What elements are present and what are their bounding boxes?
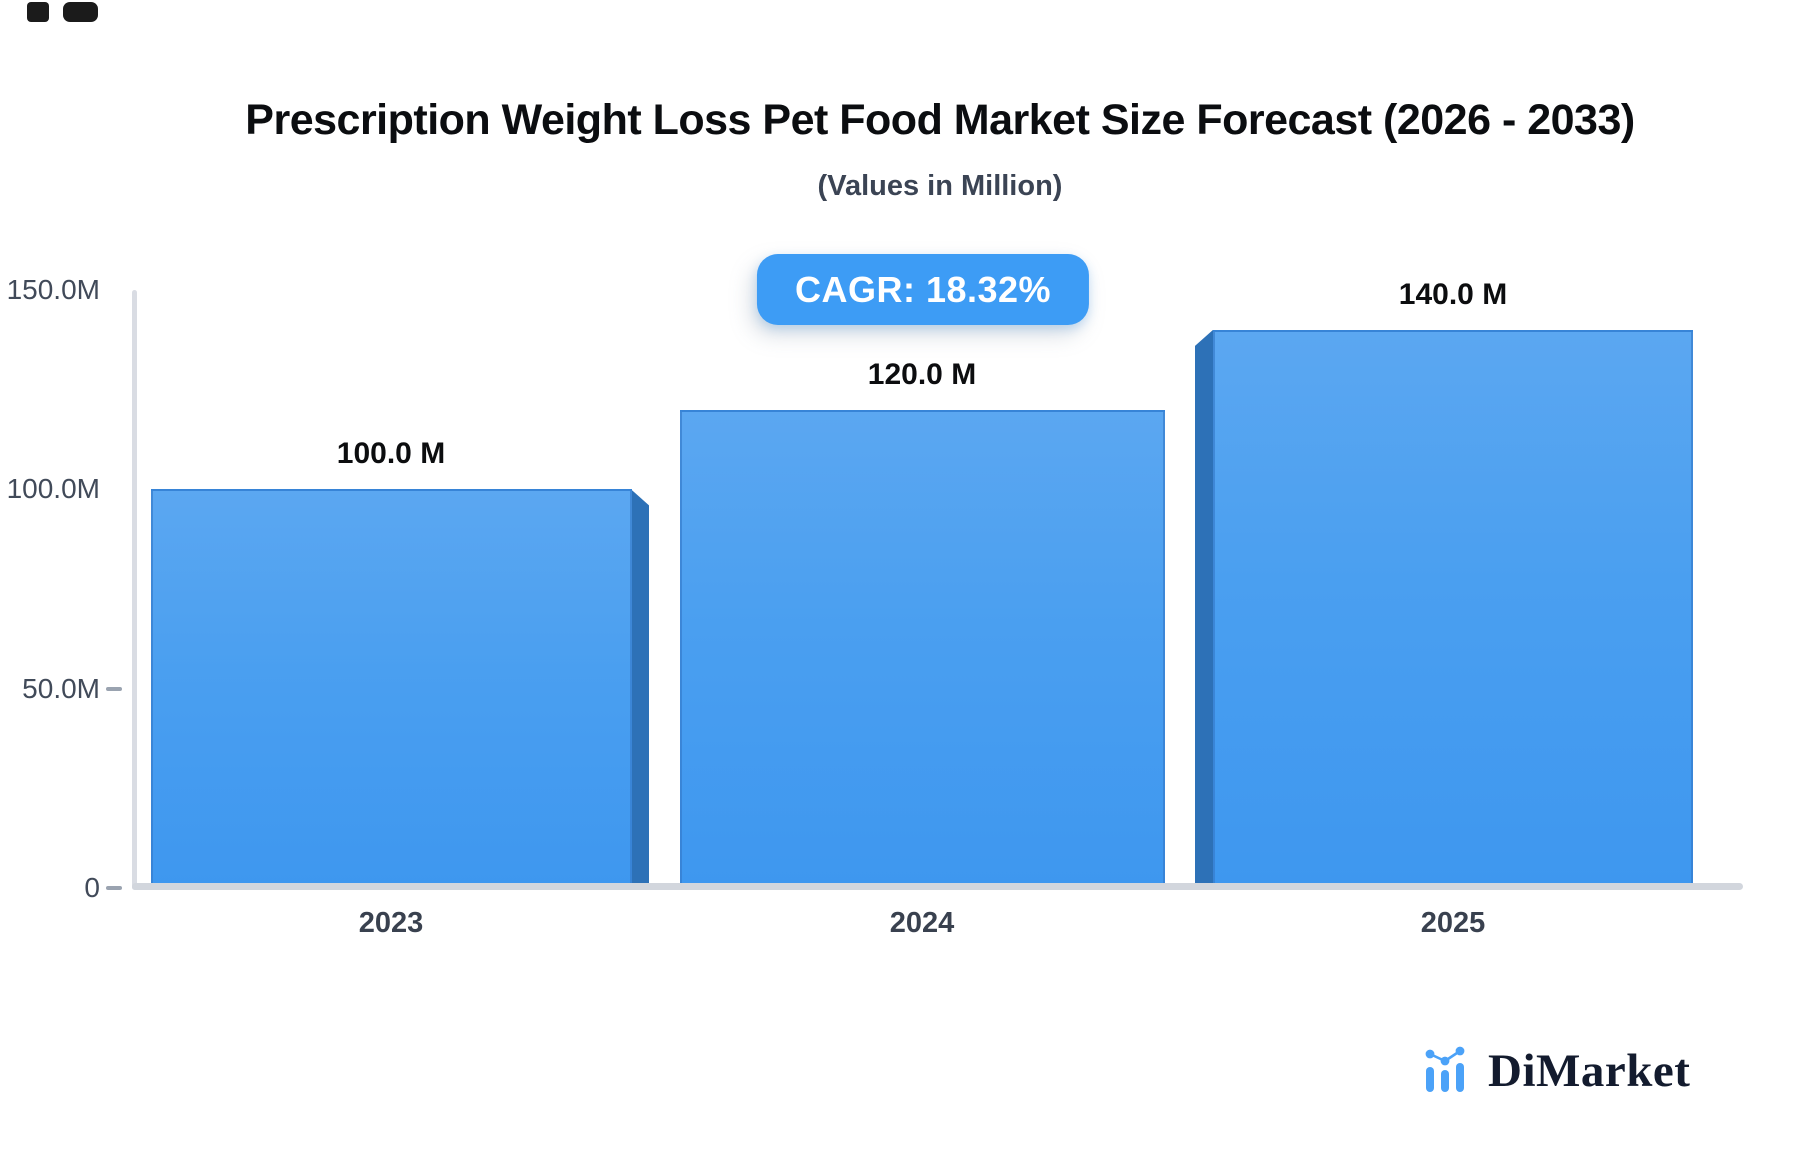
x-axis-label-2023: 2023 — [358, 907, 424, 939]
brand-name: DiMarket — [1488, 1045, 1691, 1097]
x-axis-label-2024: 2024 — [889, 907, 955, 939]
bar-2025-side-face — [1195, 329, 1213, 888]
y-axis-tick-label: 150.0M — [6, 274, 100, 305]
x-axis-baseline — [132, 883, 1743, 890]
bar-value-label: 140.0 M — [1398, 277, 1508, 311]
cropped-ui-artifact — [63, 2, 98, 22]
bar-2023 — [151, 489, 632, 888]
chart-title: Prescription Weight Loss Pet Food Market… — [245, 96, 1635, 144]
y-axis-tick-label: 100.0M — [6, 473, 100, 505]
bar-value-label: 100.0 M — [336, 437, 446, 471]
y-axis-line — [132, 290, 137, 890]
y-axis-tick-mark — [106, 686, 122, 691]
bar-2023-side-face — [631, 489, 649, 888]
bar-line-chart-logo-icon — [1425, 1046, 1465, 1092]
bar-2024 — [680, 409, 1165, 888]
cagr-badge: CAGR: 18.32% — [756, 254, 1090, 325]
cropped-ui-artifact — [27, 2, 49, 22]
y-axis-tick-label: 50.0M — [22, 672, 100, 704]
x-axis-label-2025: 2025 — [1420, 907, 1486, 939]
bar-value-label: 120.0 M — [867, 357, 977, 391]
y-axis-tick-mark — [106, 886, 122, 890]
dimarket-logo: DiMarket — [1424, 1040, 1690, 1096]
bar-2025 — [1213, 329, 1693, 888]
chart-subtitle: (Values in Million) — [817, 170, 1063, 202]
y-axis-tick-label: 0 — [84, 872, 100, 903]
